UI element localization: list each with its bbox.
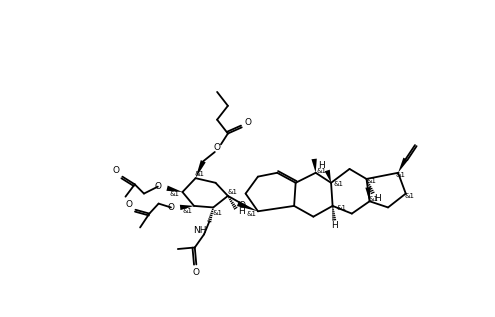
Text: O: O [154, 182, 161, 191]
Text: O: O [126, 200, 133, 209]
Text: &1: &1 [404, 193, 415, 199]
Polygon shape [325, 170, 331, 183]
Text: O: O [113, 166, 120, 175]
Text: &1: &1 [334, 181, 344, 187]
Polygon shape [365, 187, 371, 201]
Polygon shape [196, 160, 206, 178]
Text: O: O [193, 268, 200, 277]
Text: &1: &1 [228, 189, 238, 195]
Text: &1: &1 [195, 171, 204, 177]
Text: O: O [245, 118, 251, 127]
Text: &1: &1 [337, 205, 347, 211]
Text: H: H [331, 221, 338, 230]
Text: H: H [374, 194, 381, 203]
Text: &1: &1 [366, 178, 376, 184]
Text: O: O [214, 143, 221, 152]
Text: H: H [318, 161, 325, 170]
Text: &1: &1 [212, 210, 222, 216]
Text: &1: &1 [183, 208, 193, 214]
Polygon shape [237, 201, 258, 211]
Text: O: O [238, 201, 245, 210]
Text: NH: NH [193, 226, 206, 235]
Text: &1: &1 [170, 191, 180, 197]
Text: &1: &1 [247, 210, 257, 217]
Text: O: O [167, 203, 174, 212]
Text: &1: &1 [368, 196, 378, 202]
Text: &1: &1 [317, 168, 327, 174]
Polygon shape [398, 158, 408, 173]
Text: H: H [239, 207, 245, 216]
Polygon shape [166, 185, 183, 192]
Polygon shape [180, 205, 194, 210]
Text: &1: &1 [396, 172, 405, 178]
Polygon shape [311, 158, 317, 173]
